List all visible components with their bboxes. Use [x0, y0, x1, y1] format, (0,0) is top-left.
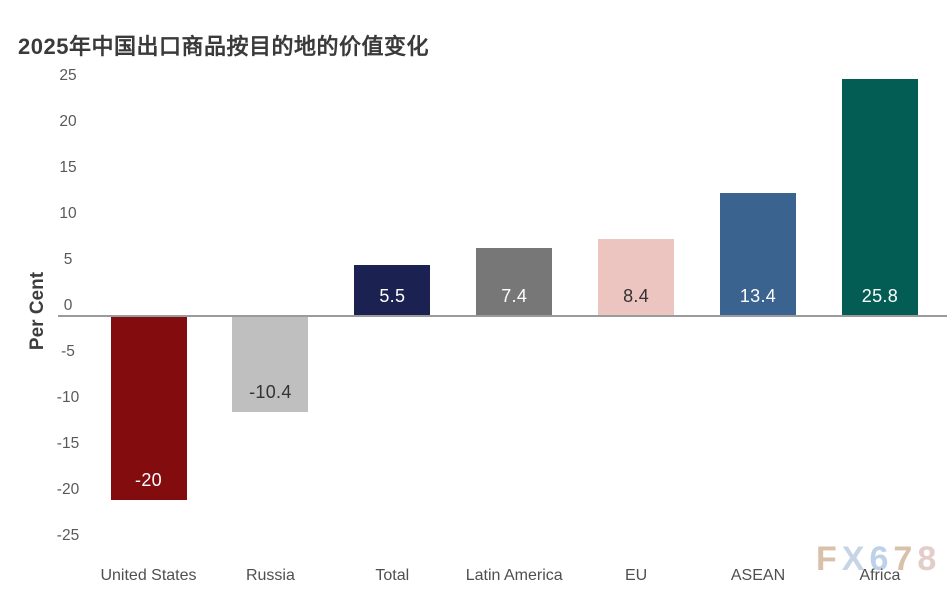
- y-tick-label: 10: [59, 205, 77, 222]
- y-tick-label: 5: [63, 251, 73, 268]
- x-axis-label-russia: Russia: [245, 567, 295, 584]
- x-axis-label-eu: EU: [624, 567, 648, 584]
- bar-value-label: -20: [135, 470, 162, 490]
- bar-value-label: -10.4: [249, 381, 292, 402]
- bar-asean: 13.4: [720, 192, 796, 316]
- x-axis-line: [58, 315, 947, 317]
- x-axis-label-united-states: United States: [100, 567, 197, 584]
- y-tick-label: 15: [59, 159, 77, 176]
- y-tick-label: -5: [61, 343, 75, 360]
- bar-value-label: 8.4: [623, 285, 650, 306]
- bar-latin-america: 7.4: [476, 247, 553, 316]
- y-tick-label: 20: [59, 113, 77, 130]
- watermark-letter: F: [816, 540, 842, 578]
- x-axis-label-africa: Africa: [859, 567, 901, 584]
- watermark-letter: 6: [869, 540, 894, 578]
- y-tick-label: 0: [63, 297, 73, 314]
- y-tick-label: -15: [56, 435, 80, 452]
- y-tick-label: -20: [56, 481, 80, 498]
- watermark-letter: X: [841, 540, 870, 578]
- bar-total: 5.5: [354, 265, 431, 316]
- x-axis-label-latin-america: Latin America: [465, 567, 563, 584]
- bar-value-label: 25.8: [861, 285, 898, 306]
- y-tick-label: -10: [56, 389, 80, 406]
- chart-title: 2025年中国出口商品按目的地的价值变化: [18, 34, 429, 59]
- watermark-letter: 7: [893, 540, 918, 578]
- y-tick-label: 25: [59, 67, 77, 84]
- watermark-letter: 8: [917, 540, 942, 578]
- y-tick-label: -25: [56, 527, 80, 544]
- bar-value-label: 5.5: [379, 285, 406, 306]
- bar-russia: -10.4: [232, 316, 309, 412]
- x-axis-label-total: Total: [375, 567, 410, 584]
- bar-value-label: 13.4: [739, 285, 777, 306]
- watermark-fx678: FX678: [816, 540, 941, 579]
- bar-united-states: -20: [110, 316, 187, 500]
- bar-eu: 8.4: [598, 238, 675, 316]
- bar-africa: 25.8: [841, 78, 918, 316]
- bar-value-label: 7.4: [501, 285, 528, 306]
- x-axis-label-asean: ASEAN: [730, 567, 786, 584]
